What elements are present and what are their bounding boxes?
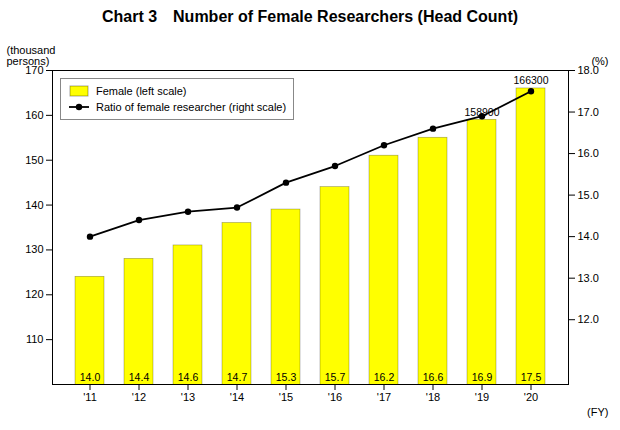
svg-text:16.0: 16.0 <box>578 147 599 159</box>
svg-text:170: 170 <box>25 64 44 76</box>
svg-text:'12: '12 <box>132 391 146 403</box>
svg-text:18.0: 18.0 <box>577 64 599 76</box>
svg-text:14.0: 14.0 <box>578 230 599 242</box>
svg-text:140: 140 <box>25 199 43 211</box>
svg-text:'20: '20 <box>524 391 538 403</box>
svg-text:13.0: 13.0 <box>578 272 599 284</box>
svg-text:'16: '16 <box>328 391 342 403</box>
svg-text:14.4: 14.4 <box>129 371 150 383</box>
html-text:Ratio of female researcher (ri: Ratio of female researcher (right scale) <box>96 101 287 113</box>
svg-text:14.0: 14.0 <box>80 371 101 383</box>
svg-text:(FY): (FY) <box>587 406 608 418</box>
svg-text:16.6: 16.6 <box>423 371 444 383</box>
svg-text:120: 120 <box>25 288 43 300</box>
svg-text:166300: 166300 <box>513 74 548 86</box>
svg-text:'11: '11 <box>83 391 97 403</box>
html-text:Chart 3 Number of Female Resea: Chart 3 Number of Female Researchers (He… <box>101 8 518 25</box>
svg-text:(%): (%) <box>591 55 608 67</box>
svg-text:17.5: 17.5 <box>521 371 542 383</box>
svg-text:16.2: 16.2 <box>374 371 395 383</box>
svg-text:'19: '19 <box>475 391 489 403</box>
svg-text:14.6: 14.6 <box>178 371 199 383</box>
svg-text:(thousandpersons): (thousandpersons) <box>7 44 56 67</box>
svg-text:158900: 158900 <box>464 106 499 118</box>
svg-text:12.0: 12.0 <box>578 313 599 325</box>
svg-text:'15: '15 <box>279 391 293 403</box>
svg-text:17.0: 17.0 <box>578 106 599 118</box>
svg-text:15.0: 15.0 <box>578 189 599 201</box>
svg-text:14.7: 14.7 <box>227 371 248 383</box>
html-text:Female (left scale): Female (left scale) <box>96 85 187 97</box>
svg-text:130: 130 <box>25 243 43 255</box>
svg-text:16.9: 16.9 <box>472 371 493 383</box>
svg-text:'17: '17 <box>377 391 391 403</box>
svg-text:15.7: 15.7 <box>325 371 346 383</box>
svg-text:110: 110 <box>26 333 44 345</box>
svg-text:'13: '13 <box>181 391 195 403</box>
svg-text:'14: '14 <box>230 391 244 403</box>
svg-text:15.3: 15.3 <box>276 371 297 383</box>
svg-text:150: 150 <box>25 154 43 166</box>
svg-text:'18: '18 <box>426 391 440 403</box>
svg-text:160: 160 <box>25 109 43 121</box>
